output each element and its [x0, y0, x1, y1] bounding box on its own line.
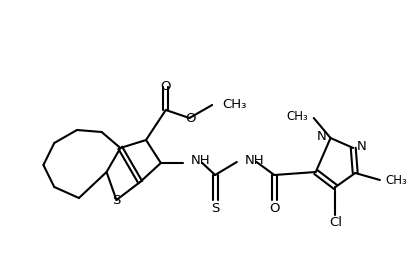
Text: N: N [317, 129, 327, 143]
Text: O: O [269, 202, 280, 214]
Text: S: S [112, 195, 121, 207]
Text: NH: NH [190, 154, 210, 168]
Text: N: N [357, 140, 367, 152]
Text: CH₃: CH₃ [386, 173, 407, 187]
Text: O: O [161, 80, 171, 92]
Text: NH: NH [245, 154, 265, 166]
Text: O: O [185, 113, 196, 125]
Text: CH₃: CH₃ [222, 99, 246, 111]
Text: Cl: Cl [329, 217, 342, 229]
Text: CH₃: CH₃ [286, 110, 308, 124]
Text: S: S [211, 202, 219, 214]
